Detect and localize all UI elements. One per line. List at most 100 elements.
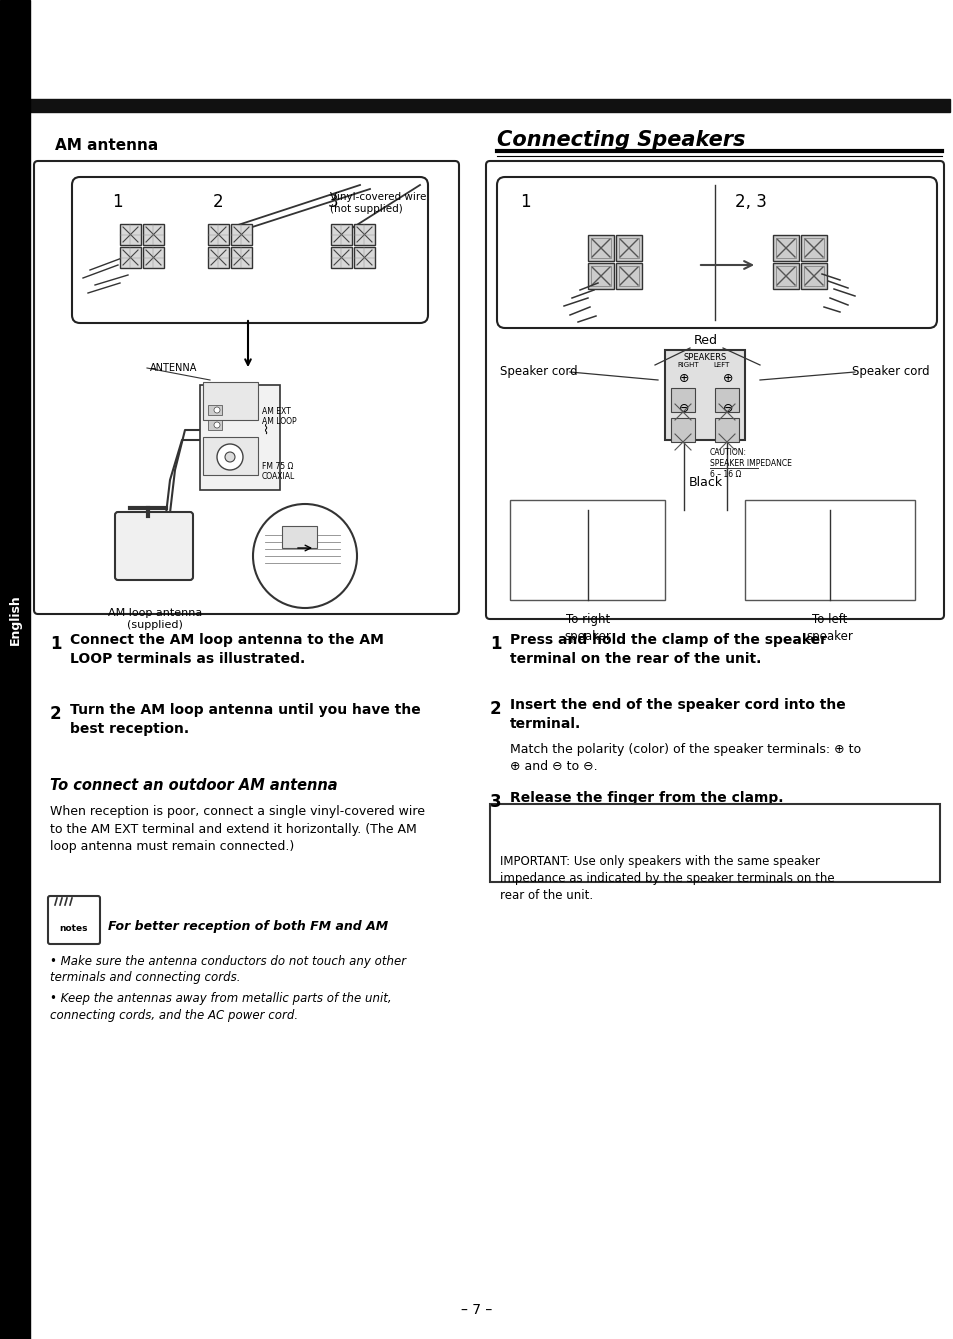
Text: Turn the AM loop antenna until you have the
best reception.: Turn the AM loop antenna until you have … bbox=[70, 703, 420, 736]
Bar bbox=[203, 437, 257, 475]
FancyBboxPatch shape bbox=[497, 177, 936, 328]
Text: 1: 1 bbox=[490, 635, 501, 653]
Text: 1: 1 bbox=[50, 635, 61, 653]
Text: 1: 1 bbox=[519, 193, 530, 212]
Circle shape bbox=[216, 445, 243, 470]
Bar bbox=[231, 246, 252, 268]
Text: 1: 1 bbox=[112, 193, 123, 212]
Bar bbox=[590, 238, 610, 258]
Text: IMPORTANT: Use only speakers with the same speaker
impedance as indicated by the: IMPORTANT: Use only speakers with the sa… bbox=[499, 856, 834, 902]
Text: 3: 3 bbox=[490, 793, 501, 811]
Circle shape bbox=[213, 407, 220, 412]
Text: Black: Black bbox=[688, 477, 722, 490]
Bar bbox=[587, 236, 614, 261]
Bar bbox=[200, 386, 280, 490]
Bar bbox=[208, 420, 222, 430]
Text: AM antenna: AM antenna bbox=[55, 138, 158, 153]
Bar bbox=[714, 388, 739, 412]
Bar bbox=[510, 499, 664, 600]
Bar bbox=[282, 526, 316, 548]
Text: Red: Red bbox=[693, 333, 718, 347]
Bar bbox=[801, 236, 826, 261]
Bar bbox=[231, 224, 252, 245]
FancyBboxPatch shape bbox=[115, 511, 193, 580]
Bar bbox=[664, 349, 744, 441]
Text: Release the finger from the clamp.: Release the finger from the clamp. bbox=[510, 791, 782, 805]
Text: 2: 2 bbox=[50, 706, 62, 723]
Text: • Keep the antennas away from metallic parts of the unit,
connecting cords, and : • Keep the antennas away from metallic p… bbox=[50, 992, 392, 1022]
Bar bbox=[490, 803, 939, 882]
FancyBboxPatch shape bbox=[34, 161, 458, 615]
Bar bbox=[616, 236, 641, 261]
Bar bbox=[670, 418, 695, 442]
Bar bbox=[801, 262, 826, 289]
Bar bbox=[143, 246, 164, 268]
Text: 2: 2 bbox=[213, 193, 223, 212]
Bar bbox=[772, 236, 799, 261]
Text: Vinyl-covered wire
(not supplied): Vinyl-covered wire (not supplied) bbox=[330, 191, 426, 214]
Text: Speaker cord: Speaker cord bbox=[499, 366, 577, 379]
Text: To connect an outdoor AM antenna: To connect an outdoor AM antenna bbox=[50, 778, 337, 793]
Bar bbox=[618, 266, 639, 287]
Text: – 7 –: – 7 – bbox=[461, 1303, 492, 1318]
Text: 2: 2 bbox=[490, 700, 501, 718]
Bar bbox=[208, 224, 229, 245]
Bar bbox=[714, 418, 739, 442]
Bar bbox=[331, 224, 352, 245]
Circle shape bbox=[213, 422, 220, 428]
Text: ANTENNA: ANTENNA bbox=[150, 363, 197, 374]
Bar bbox=[203, 382, 257, 420]
Bar bbox=[30, 99, 949, 112]
Text: ⊖: ⊖ bbox=[678, 402, 688, 415]
Text: When reception is poor, connect a single vinyl-covered wire
to the AM EXT termin: When reception is poor, connect a single… bbox=[50, 805, 424, 853]
Text: RIGHT: RIGHT bbox=[677, 362, 699, 368]
Bar bbox=[0, 0, 30, 1339]
Text: 2, 3: 2, 3 bbox=[734, 193, 766, 212]
Text: notes: notes bbox=[60, 924, 89, 933]
Text: Connecting Speakers: Connecting Speakers bbox=[497, 130, 744, 150]
Text: Insert the end of the speaker cord into the
terminal.: Insert the end of the speaker cord into … bbox=[510, 698, 845, 731]
Bar bbox=[143, 224, 164, 245]
Bar bbox=[354, 246, 375, 268]
Text: ⌇: ⌇ bbox=[262, 423, 268, 437]
Bar bbox=[208, 404, 222, 415]
FancyBboxPatch shape bbox=[48, 896, 100, 944]
Text: Speaker cord: Speaker cord bbox=[851, 366, 929, 379]
Text: 3: 3 bbox=[328, 193, 338, 212]
Text: LEFT: LEFT bbox=[713, 362, 729, 368]
Text: To left
speaker: To left speaker bbox=[805, 613, 853, 643]
Bar bbox=[670, 388, 695, 412]
Text: ⊕: ⊕ bbox=[722, 371, 733, 384]
Text: English: English bbox=[9, 595, 22, 645]
Text: AM EXT
AM LOOP: AM EXT AM LOOP bbox=[262, 407, 296, 426]
Circle shape bbox=[253, 503, 356, 608]
Bar bbox=[803, 266, 823, 287]
Bar bbox=[590, 266, 610, 287]
Text: ⊖: ⊖ bbox=[722, 402, 733, 415]
Bar bbox=[120, 246, 141, 268]
Text: • Make sure the antenna conductors do not touch any other
terminals and connecti: • Make sure the antenna conductors do no… bbox=[50, 955, 406, 984]
Bar bbox=[331, 246, 352, 268]
Circle shape bbox=[225, 453, 234, 462]
Bar bbox=[775, 266, 795, 287]
Text: For better reception of both FM and AM: For better reception of both FM and AM bbox=[108, 920, 388, 933]
Bar bbox=[587, 262, 614, 289]
Text: Press and hold the clamp of the speaker
terminal on the rear of the unit.: Press and hold the clamp of the speaker … bbox=[510, 633, 826, 665]
Bar bbox=[744, 499, 914, 600]
Bar bbox=[208, 246, 229, 268]
Text: Connect the AM loop antenna to the AM
LOOP terminals as illustrated.: Connect the AM loop antenna to the AM LO… bbox=[70, 633, 383, 665]
Bar bbox=[616, 262, 641, 289]
Text: To right
speaker: To right speaker bbox=[564, 613, 611, 643]
Bar bbox=[775, 238, 795, 258]
Text: ⊕: ⊕ bbox=[678, 371, 688, 384]
FancyBboxPatch shape bbox=[485, 161, 943, 619]
Text: FM 75 Ω
COAXIAL: FM 75 Ω COAXIAL bbox=[262, 462, 294, 482]
Bar bbox=[618, 238, 639, 258]
Text: Match the polarity (color) of the speaker terminals: ⊕ to
⊕ and ⊖ to ⊖.: Match the polarity (color) of the speake… bbox=[510, 743, 861, 774]
FancyBboxPatch shape bbox=[71, 177, 428, 323]
Bar bbox=[354, 224, 375, 245]
Text: SPEAKERS: SPEAKERS bbox=[682, 352, 726, 362]
Text: AM loop antenna
(supplied): AM loop antenna (supplied) bbox=[108, 608, 202, 631]
Bar bbox=[120, 224, 141, 245]
Text: CAUTION:
SPEAKER IMPEDANCE
6 – 16 Ω: CAUTION: SPEAKER IMPEDANCE 6 – 16 Ω bbox=[709, 449, 791, 479]
